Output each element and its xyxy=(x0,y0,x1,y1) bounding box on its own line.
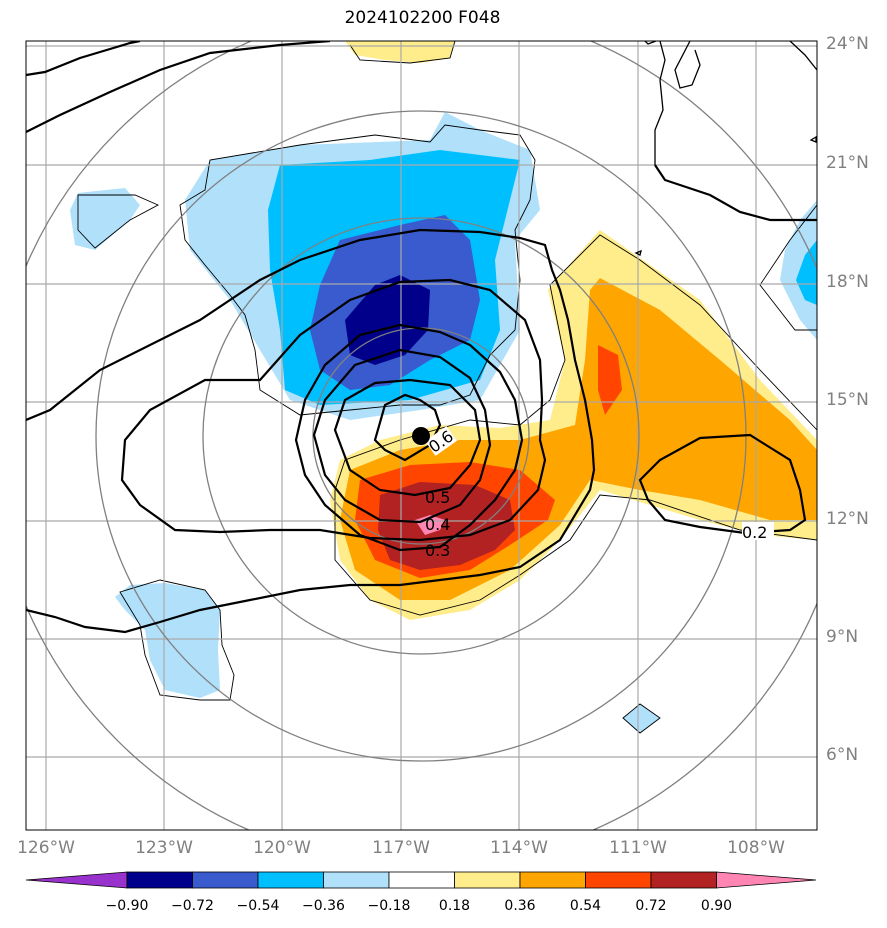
contour-closed-1 xyxy=(120,278,547,542)
colorbar-bin-6 xyxy=(454,871,521,889)
thin-contours xyxy=(77,41,817,734)
contour-0.2-east xyxy=(638,433,807,535)
lon-label-111w: 111°W xyxy=(609,838,667,858)
colorbar-bin-1 xyxy=(126,871,193,889)
coastline-northeast xyxy=(789,41,817,71)
colorbar-tick: 0.18 xyxy=(438,898,471,914)
shade-light-blue-west xyxy=(70,188,140,250)
contour-label-0.4: 0.4 xyxy=(425,515,450,534)
lat-label-18n: 18°N xyxy=(826,272,869,292)
thin-contour-west xyxy=(77,194,160,249)
thin-contour-positive-main xyxy=(334,234,817,491)
lat-label-12n: 12°N xyxy=(826,509,869,529)
colorbar-tick: 0.72 xyxy=(635,898,667,914)
coastline-islet-2 xyxy=(634,249,642,256)
colorbar-tick: −0.72 xyxy=(171,898,214,914)
lat-label-9n: 9°N xyxy=(826,627,859,647)
lon-label-108w: 108°W xyxy=(727,838,785,858)
colorbar-tick: −0.18 xyxy=(367,898,411,914)
shade-red-orange-east xyxy=(598,345,622,415)
lon-label-117w: 117°W xyxy=(372,838,430,858)
lon-label-126w: 126°W xyxy=(17,838,75,858)
lat-label-15n: 15°N xyxy=(826,390,869,410)
colorbar-tick: −0.90 xyxy=(105,898,149,914)
colorbar-tick: −0.54 xyxy=(236,898,280,914)
coastline xyxy=(634,41,817,256)
colorbar-tick: 0.54 xyxy=(569,898,602,914)
contour-label-group: 0.6 0.5 0.4 0.3 0.2 xyxy=(425,426,774,560)
range-ring-2 xyxy=(202,217,640,655)
shade-light-blue-southwest xyxy=(115,583,220,698)
colorbar-tick: 0.36 xyxy=(504,898,536,914)
coastline-mainland xyxy=(654,41,666,165)
colorbar-extend-high xyxy=(716,871,817,889)
lat-label-24n: 24°N xyxy=(826,34,869,54)
thick-contours xyxy=(26,41,817,634)
thin-contour-small xyxy=(622,703,661,734)
colorbar-bin-8 xyxy=(585,871,652,889)
colorbar-bin-7 xyxy=(519,871,586,889)
colorbar-extend-low xyxy=(25,871,128,889)
map-title: 2024102200 F048 xyxy=(344,8,501,28)
colorbar-bin-3 xyxy=(257,871,324,889)
thin-contour-positive-south xyxy=(334,490,817,616)
lon-label-120w: 120°W xyxy=(253,838,311,858)
lat-label-21n: 21°N xyxy=(826,153,869,173)
map-frame xyxy=(25,40,818,831)
contour-label-0.5: 0.5 xyxy=(425,488,450,507)
contour-0.3 xyxy=(294,323,524,552)
colorbar-bin-5 xyxy=(388,871,455,889)
coastline-peninsula xyxy=(674,41,701,89)
coastline-islet xyxy=(809,135,817,143)
contour-0.6 xyxy=(373,393,442,462)
contour-northeast xyxy=(654,164,817,222)
thin-contour-east xyxy=(759,204,817,331)
contour-label-0.2: 0.2 xyxy=(742,523,767,542)
coastline-islet-3 xyxy=(644,41,657,45)
contour-label-0.3: 0.3 xyxy=(425,541,450,560)
shade-light-blue-east xyxy=(780,200,817,340)
colorbar-bin-4 xyxy=(323,871,390,889)
contour-0.4 xyxy=(312,348,492,524)
lon-label-123w: 123°W xyxy=(135,838,193,858)
shade-light-blue-small xyxy=(623,704,660,733)
thin-contour-north xyxy=(349,41,456,64)
contour-outer-north-2 xyxy=(26,41,331,133)
colorbar-bin-9 xyxy=(650,871,717,889)
colorbar-tick: 0.90 xyxy=(700,898,733,914)
thin-contour-negative-main xyxy=(179,124,536,416)
lon-label-114w: 114°W xyxy=(490,838,548,858)
contour-outer-north xyxy=(26,41,141,77)
contour-system-west xyxy=(26,228,596,634)
thin-contour-southwest xyxy=(119,579,235,701)
storm-center-marker xyxy=(412,427,430,445)
contour-0.5 xyxy=(333,378,482,497)
colorbar-bin-2 xyxy=(192,871,259,889)
lat-label-6n: 6°N xyxy=(826,745,859,765)
colorbar xyxy=(25,871,817,889)
colorbar-tick: −0.36 xyxy=(302,898,345,914)
